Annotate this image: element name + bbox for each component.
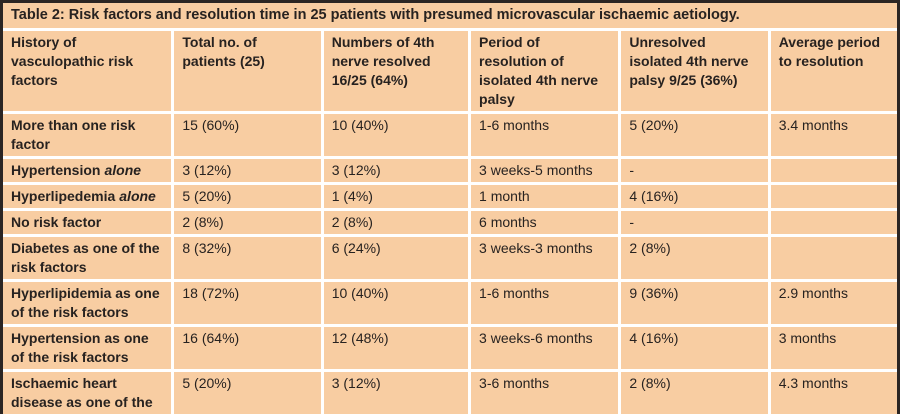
header-total-patients: Total no. of patients (25): [174, 31, 321, 111]
header-average-period: Average period to resolution: [770, 31, 897, 111]
data-cell: 2 (8%): [174, 211, 321, 234]
table-title: Table 2: Risk factors and resolution tim…: [3, 3, 897, 28]
data-cell: 8 (32%): [174, 237, 321, 279]
data-cell: [770, 237, 897, 279]
data-cell: 1 month: [471, 185, 619, 208]
data-cell: 3-6 months: [471, 372, 619, 414]
data-cell: -: [621, 159, 768, 182]
data-cell: 3 months: [770, 327, 897, 369]
data-cell: 3 (12%): [323, 159, 469, 182]
data-cell: 18 (72%): [174, 282, 321, 324]
header-history: History of vasculopathic risk factors: [3, 31, 172, 111]
data-cell: 3.4 months: [770, 114, 897, 156]
data-cell: 16 (64%): [174, 327, 321, 369]
table-grid: Table 2: Risk factors and resolution tim…: [3, 3, 897, 414]
data-cell: 4 (16%): [621, 185, 768, 208]
header-resolution-period: Period of resolution of isolated 4th ner…: [471, 31, 619, 111]
row-label-italic: alone: [119, 188, 156, 204]
data-cell: 15 (60%): [174, 114, 321, 156]
data-cell: 3 weeks-3 months: [471, 237, 619, 279]
data-cell: 1-6 months: [471, 282, 619, 324]
data-cell: 6 months: [471, 211, 619, 234]
data-cell: 2 (8%): [323, 211, 469, 234]
data-cell: 2 (8%): [621, 237, 768, 279]
data-cell: 10 (40%): [323, 114, 469, 156]
data-cell: [770, 211, 897, 234]
row-label-cell: Hypertension as one of the risk factors: [3, 327, 172, 369]
data-cell: 5 (20%): [174, 372, 321, 414]
data-cell: 10 (40%): [323, 282, 469, 324]
row-label-cell: Diabetes as one of the risk factors: [3, 237, 172, 279]
row-label: Hyperlipidemia as one of the risk factor…: [11, 285, 160, 320]
data-cell: 1 (4%): [323, 185, 469, 208]
header-unresolved: Unresolved isolated 4th nerve palsy 9/25…: [621, 31, 768, 111]
row-label-cell: More than one risk factor: [3, 114, 172, 156]
row-label: Diabetes as one of the risk factors: [11, 240, 160, 275]
data-cell: 3 (12%): [323, 372, 469, 414]
row-label-cell: Hyperlipidemia as one of the risk factor…: [3, 282, 172, 324]
row-label: Hypertension: [11, 162, 101, 178]
data-cell: 3 (12%): [174, 159, 321, 182]
data-cell: 4.3 months: [770, 372, 897, 414]
data-cell: 5 (20%): [621, 114, 768, 156]
row-label-cell: No risk factor: [3, 211, 172, 234]
data-cell: [770, 159, 897, 182]
data-cell: 12 (48%): [323, 327, 469, 369]
data-cell: 6 (24%): [323, 237, 469, 279]
data-cell: 9 (36%): [621, 282, 768, 324]
data-cell: -: [621, 211, 768, 234]
row-label: More than one risk factor: [11, 117, 136, 152]
row-label-italic: alone: [104, 162, 142, 178]
row-label: No risk factor: [11, 214, 102, 230]
row-label: Hyperlipedemia: [11, 188, 116, 204]
row-label-cell: Hyperlipedemia alone: [3, 185, 172, 208]
data-cell: 1-6 months: [471, 114, 619, 156]
data-cell: 2.9 months: [770, 282, 897, 324]
data-cell: 5 (20%): [174, 185, 321, 208]
data-cell: 2 (8%): [621, 372, 768, 414]
row-label-cell: Ischaemic heart disease as one of the ri…: [3, 372, 172, 414]
data-cell: 3 weeks-5 months: [471, 159, 619, 182]
header-resolved: Numbers of 4th nerve resolved 16/25 (64%…: [323, 31, 469, 111]
data-cell: 4 (16%): [621, 327, 768, 369]
data-cell: 3 weeks-6 months: [471, 327, 619, 369]
row-label-cell: Hypertension alone: [3, 159, 172, 182]
row-label: Ischaemic heart disease as one of the ri…: [11, 375, 153, 414]
data-cell: [770, 185, 897, 208]
row-label: Hypertension as one of the risk factors: [11, 330, 149, 365]
